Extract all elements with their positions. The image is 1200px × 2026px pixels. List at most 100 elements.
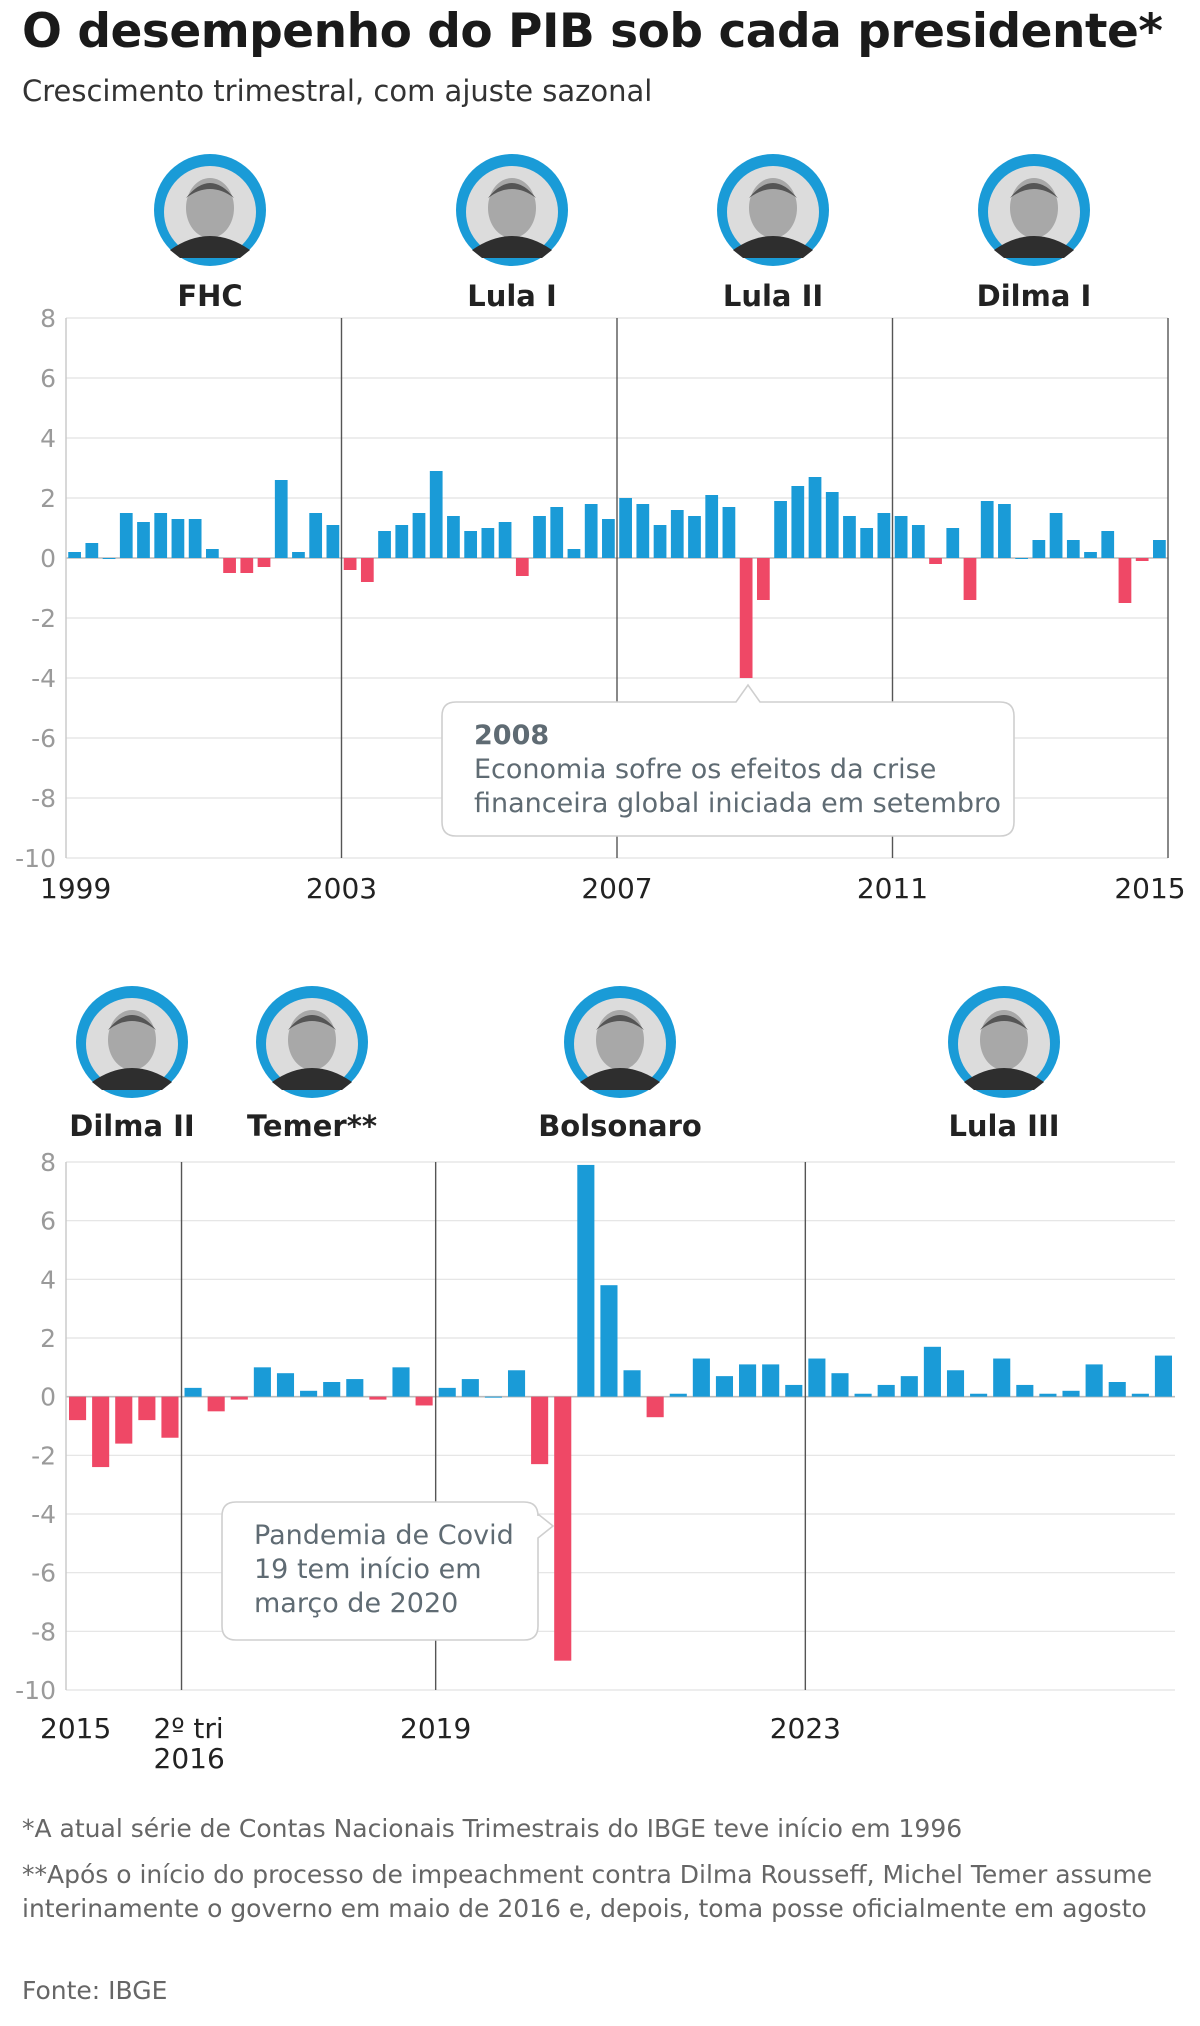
- bar: [860, 528, 874, 558]
- y-tick-label: 6: [40, 1207, 56, 1236]
- annotation-title: 2008: [474, 720, 549, 751]
- bar: [429, 471, 443, 558]
- bar: [993, 1358, 1011, 1397]
- bar: [498, 522, 512, 558]
- y-tick-label: 4: [40, 424, 56, 453]
- bar: [1066, 540, 1080, 558]
- page-subtitle: Crescimento trimestral, com ajuste sazon…: [22, 74, 653, 108]
- bar: [481, 528, 495, 558]
- x-tick-label: 2023: [770, 1712, 841, 1745]
- y-tick-label: -10: [15, 1676, 56, 1705]
- lula-avatar-icon: [717, 154, 829, 266]
- y-tick-label: 0: [40, 1383, 56, 1412]
- bar: [808, 1358, 826, 1397]
- bar: [240, 558, 254, 573]
- bar: [998, 504, 1011, 558]
- bar: [369, 1396, 387, 1400]
- y-tick-label: -6: [31, 1559, 56, 1588]
- bar: [1101, 531, 1115, 558]
- x-tick-label: 2019: [400, 1712, 471, 1745]
- bar: [715, 1376, 734, 1397]
- y-tick-label: -4: [31, 664, 56, 693]
- bar: [774, 501, 787, 558]
- bar: [722, 507, 736, 558]
- bar: [567, 549, 581, 558]
- bar: [392, 1367, 410, 1397]
- bar: [92, 1396, 110, 1468]
- bar: [253, 1367, 271, 1397]
- bar: [69, 1396, 87, 1421]
- bar: [378, 531, 391, 558]
- bar: [602, 519, 615, 558]
- x-tick-label: 2011: [857, 872, 928, 905]
- annotation-text: março de 2020: [254, 1588, 458, 1619]
- bar: [188, 519, 202, 558]
- y-tick-label: -6: [31, 724, 56, 753]
- bar: [946, 1370, 965, 1397]
- bars: [69, 1164, 1172, 1661]
- bar: [692, 1358, 710, 1397]
- bar: [911, 525, 925, 558]
- x-tick-label-line2: 2016: [154, 1742, 225, 1775]
- x-tick-label: 2007: [581, 872, 652, 905]
- president-name: Dilma I: [977, 279, 1092, 313]
- y-tick-label: -2: [31, 1441, 56, 1470]
- bar: [1135, 558, 1149, 561]
- bar: [670, 510, 684, 558]
- bar: [515, 558, 529, 576]
- bar: [705, 495, 719, 558]
- bar: [230, 1396, 248, 1400]
- bar: [300, 1390, 318, 1397]
- bar: [756, 558, 770, 600]
- bar: [207, 1396, 225, 1412]
- bar: [894, 516, 908, 558]
- y-tick-label: 0: [40, 544, 56, 573]
- annotation-text: 19 tem início em: [254, 1554, 482, 1585]
- bar: [636, 504, 650, 558]
- bar: [309, 513, 323, 558]
- bar: [791, 486, 805, 558]
- bar: [854, 1393, 872, 1397]
- bar: [843, 516, 856, 558]
- bar: [831, 1373, 849, 1397]
- bar: [292, 552, 305, 558]
- bar: [653, 525, 667, 558]
- y-tick-label: 8: [40, 304, 56, 333]
- bar: [946, 528, 960, 558]
- bar: [68, 552, 81, 558]
- bar: [619, 498, 632, 558]
- bar: [464, 531, 478, 558]
- bolsonaro-avatar-icon: [564, 986, 676, 1098]
- bar: [623, 1370, 641, 1397]
- y-tick-label: 8: [40, 1148, 56, 1177]
- bar: [825, 492, 839, 558]
- bar: [171, 519, 185, 558]
- bar: [1016, 1384, 1034, 1397]
- president-name: Lula I: [467, 279, 557, 313]
- president-name: Lula III: [948, 1109, 1059, 1143]
- footnote-2: **Após o início do processo de impeachme…: [22, 1860, 1153, 1923]
- bar: [877, 1384, 895, 1397]
- bar: [412, 513, 426, 558]
- bar: [808, 477, 822, 558]
- bar: [85, 543, 99, 558]
- lula-avatar-icon: [948, 986, 1060, 1098]
- bar: [1154, 1355, 1172, 1397]
- bar: [257, 558, 271, 567]
- bar: [980, 501, 994, 558]
- bar: [184, 1387, 202, 1397]
- bar: [137, 522, 150, 558]
- lula-avatar-icon: [456, 154, 568, 266]
- bar: [550, 507, 564, 558]
- bar: [584, 504, 598, 558]
- bar: [438, 1387, 456, 1397]
- bar: [970, 1393, 988, 1397]
- bar: [739, 1364, 757, 1397]
- y-tick-label: 2: [40, 484, 56, 513]
- bar: [577, 1164, 595, 1397]
- president-name: Temer**: [247, 1109, 377, 1143]
- bar: [323, 1382, 341, 1397]
- x-tick-label: 2º tri: [154, 1712, 224, 1745]
- bar: [1032, 540, 1046, 558]
